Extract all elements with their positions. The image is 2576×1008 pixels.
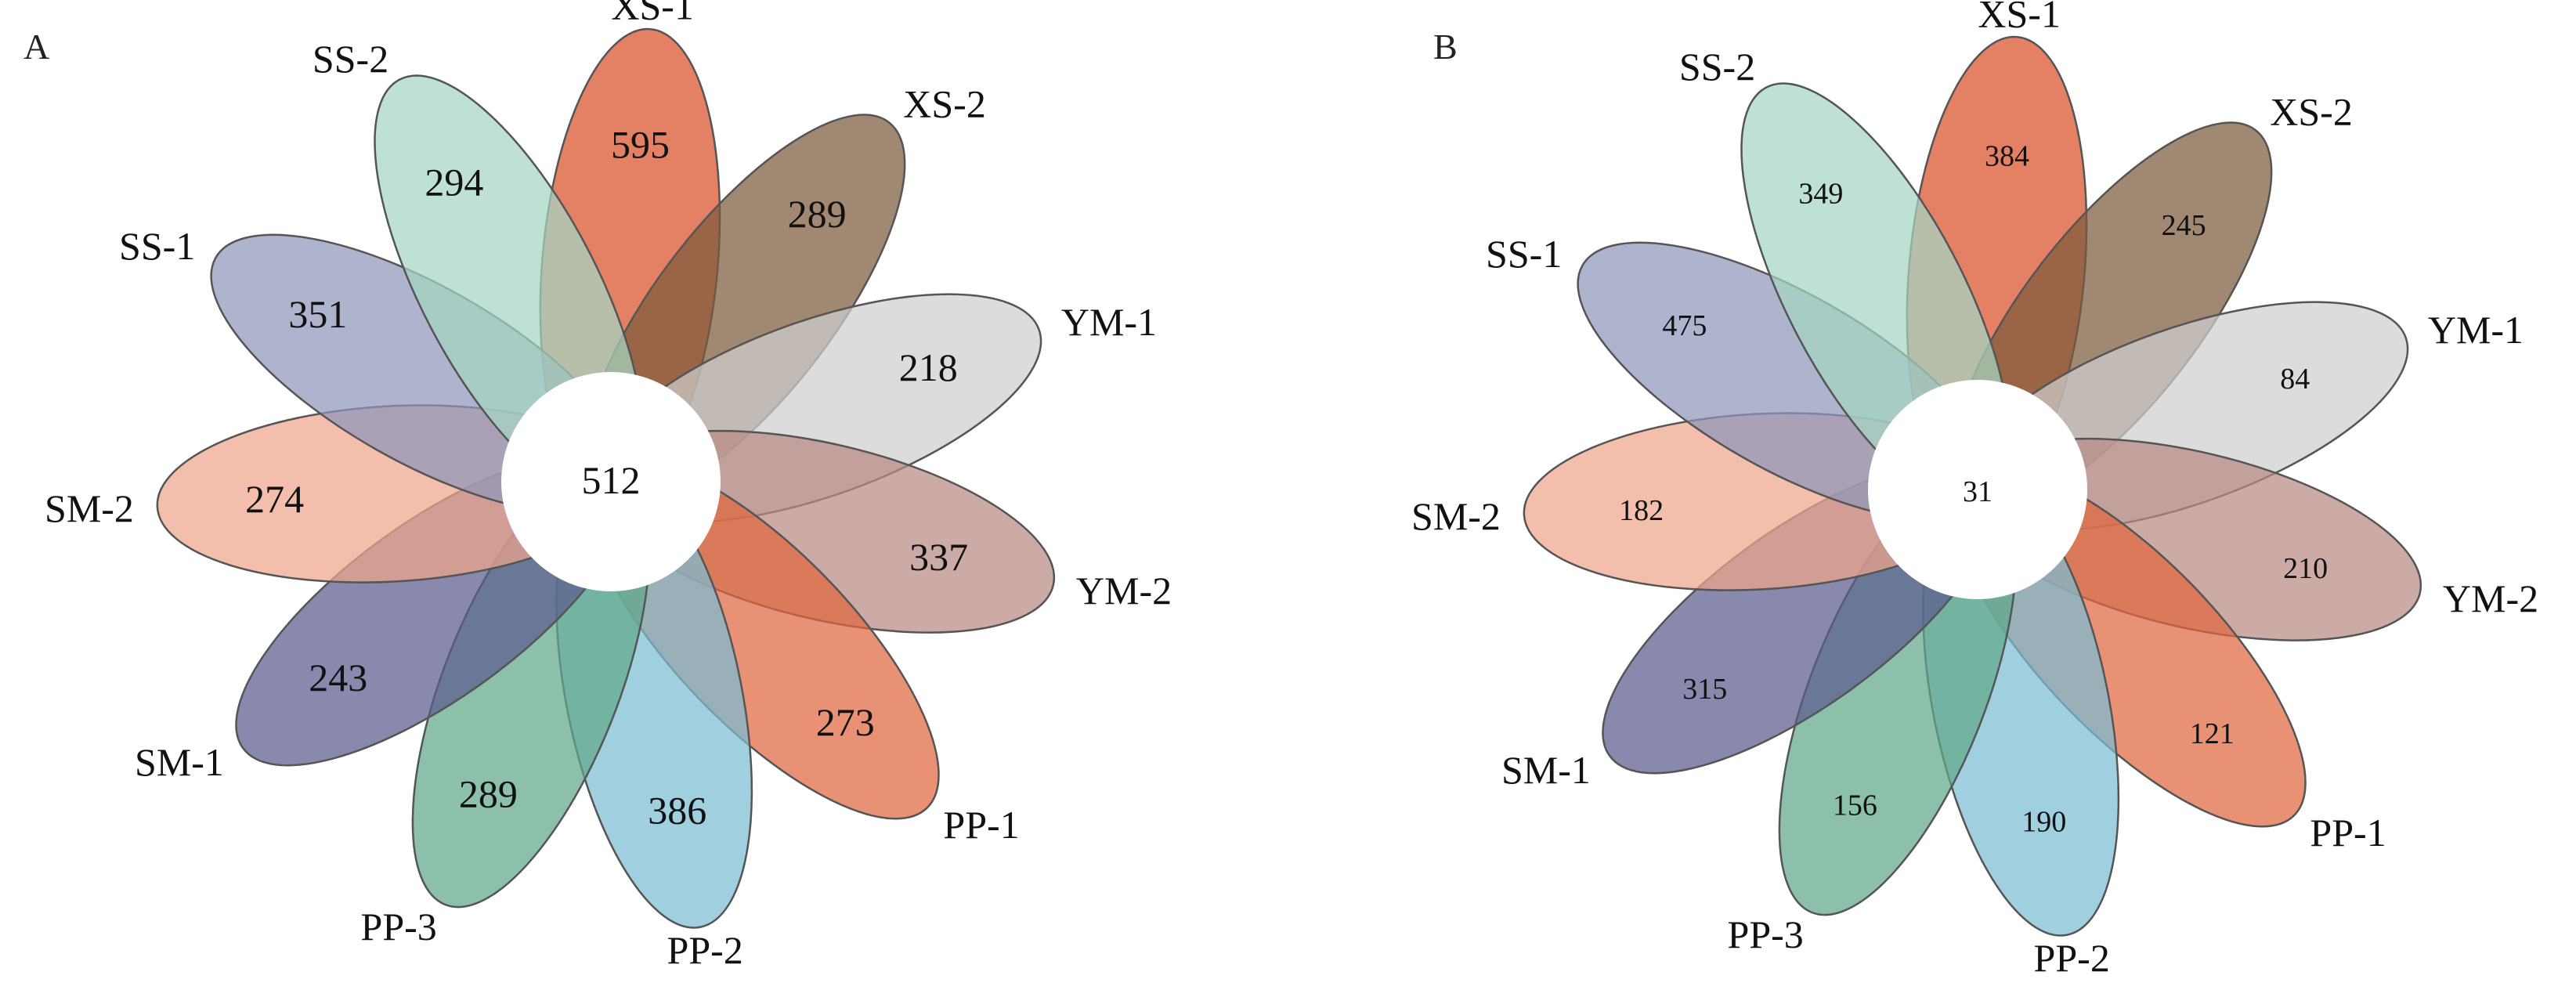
center-core [1868,380,2087,599]
venn-panel-a: A 512 595 XS-1 289 XS-2 218 YM-1 337 YM-2 273 PP-1 3… [23,0,1172,972]
sample-label: YM-2 [2443,576,2538,620]
unique-count: 386 [648,789,706,833]
sample-label: XS-1 [611,0,694,27]
sample-label: PP-1 [943,803,1019,847]
unique-count: 595 [611,123,670,167]
sample-label: SM-1 [1501,748,1591,792]
panel-letter: B [1433,27,1458,67]
sample-label: PP-3 [361,905,437,948]
sample-label: PP-1 [2310,811,2386,854]
sample-label: YM-2 [1076,569,1172,612]
unique-count: 121 [2190,717,2235,750]
sample-label: SM-1 [135,740,224,784]
sample-label: XS-2 [2270,90,2353,134]
unique-count: 182 [1619,494,1664,527]
unique-count: 384 [1985,140,2029,173]
unique-count: 289 [459,771,518,815]
shared-count: 512 [582,458,641,502]
unique-count: 315 [1682,673,1727,706]
sample-label: PP-3 [1728,912,1804,956]
panel-letter: A [23,27,49,67]
unique-count: 274 [245,477,304,521]
sample-label: XS-1 [1978,0,2061,35]
unique-count: 190 [2021,806,2066,839]
shared-count: 31 [1963,475,1993,508]
sample-label: SS-1 [119,224,195,268]
sample-label: SS-2 [313,37,388,81]
sample-label: PP-2 [667,928,743,972]
unique-count: 245 [2162,209,2206,242]
unique-count: 156 [1833,789,1877,822]
unique-count: 337 [909,535,968,579]
unique-count: 475 [1662,309,1707,342]
unique-count: 210 [2283,552,2328,585]
unique-count: 289 [788,192,847,236]
unique-count: 273 [816,700,875,744]
sample-label: SS-1 [1486,232,1562,276]
unique-count: 351 [288,292,347,336]
sample-label: SM-2 [1411,494,1501,538]
unique-count: 243 [309,656,367,699]
sample-label: PP-2 [2034,936,2110,980]
sample-label: XS-2 [903,82,986,126]
sample-label: YM-1 [1061,300,1157,344]
sample-label: SS-2 [1679,45,1755,89]
unique-count: 84 [2280,363,2310,396]
unique-count: 218 [899,345,958,389]
unique-count: 294 [425,160,483,204]
sample-label: YM-1 [2428,308,2524,352]
sample-label: SM-2 [45,486,134,530]
center-core [501,372,721,591]
unique-count: 349 [1798,177,1843,210]
venn-panel-b: B 31 384 XS-1 245 XS-2 84 YM-1 210 YM-2 121 PP-1 190… [1411,0,2538,980]
